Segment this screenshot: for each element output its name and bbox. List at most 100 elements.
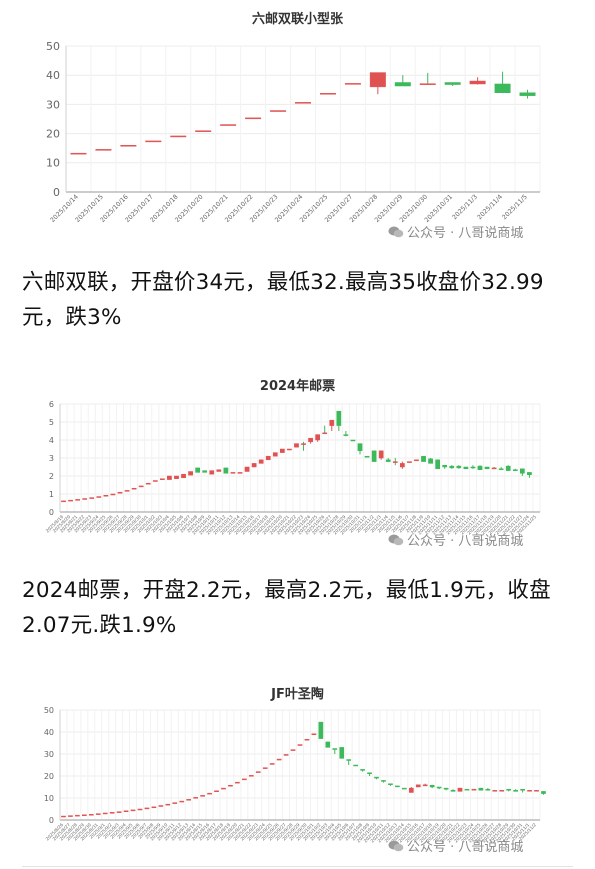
y-tick-label: 6	[49, 400, 54, 409]
candle-body	[179, 800, 185, 803]
watermark-text: 公众号 · 八哥说商城	[407, 534, 524, 549]
candle	[117, 491, 123, 494]
candle-body	[202, 470, 208, 473]
candle	[116, 811, 122, 813]
candle-body	[223, 467, 229, 474]
candle	[369, 72, 386, 95]
candle	[498, 467, 504, 471]
candle	[68, 499, 73, 502]
candle	[534, 790, 539, 792]
candle-body	[193, 797, 198, 799]
candle	[527, 472, 532, 478]
divider	[22, 866, 573, 867]
candle-body	[251, 463, 257, 468]
candle-body	[450, 790, 456, 792]
candle-body	[477, 465, 483, 470]
candle	[272, 452, 278, 457]
candle	[527, 790, 532, 792]
candle-body	[428, 458, 433, 464]
candle	[470, 465, 476, 469]
wechat-icon	[388, 534, 404, 546]
candle-body	[188, 471, 193, 476]
candle	[350, 439, 356, 442]
candle-body	[195, 467, 201, 473]
candle	[287, 448, 292, 451]
candle-body	[378, 450, 384, 459]
candle	[463, 466, 469, 470]
watermark: 公众号 · 八哥说商城	[388, 836, 523, 855]
candle	[248, 775, 254, 777]
candle	[414, 459, 419, 462]
candle-body	[369, 72, 386, 88]
candle	[311, 733, 317, 736]
candle-body	[170, 135, 187, 138]
candle-body	[435, 459, 441, 470]
candle	[456, 465, 462, 469]
candle	[429, 784, 435, 789]
candle	[209, 470, 215, 475]
candle-body	[68, 815, 73, 817]
candle-body	[82, 498, 88, 500]
candle	[357, 443, 363, 455]
candle-body	[520, 788, 525, 791]
candle-body	[200, 795, 205, 797]
candle	[419, 72, 436, 85]
candle-body	[96, 496, 102, 498]
candle-body	[258, 459, 264, 464]
candle	[61, 815, 66, 818]
candle	[318, 721, 324, 739]
candle	[167, 475, 172, 480]
candle	[200, 795, 205, 797]
candle-body	[443, 787, 449, 790]
candle-body	[519, 468, 525, 474]
candle	[109, 812, 115, 814]
candle	[123, 810, 129, 813]
candle-body	[339, 747, 345, 759]
candle-body	[407, 461, 412, 463]
candle-body	[195, 130, 212, 132]
candle-body	[506, 788, 512, 791]
candle	[61, 500, 66, 503]
y-tick-label: 40	[44, 728, 54, 737]
candle	[485, 788, 491, 791]
candle-body	[494, 83, 511, 93]
candle	[265, 455, 271, 461]
watermark: 公众号 · 八哥说商城	[388, 222, 523, 241]
candle	[301, 441, 306, 451]
candle-body	[367, 772, 372, 774]
candle-body	[332, 748, 338, 750]
candle-body	[469, 80, 486, 85]
candle	[492, 790, 498, 792]
candle	[181, 473, 186, 479]
candle-body	[414, 459, 419, 462]
candle-body	[318, 721, 324, 739]
candle-body	[308, 437, 313, 443]
candle	[214, 790, 219, 792]
candle	[541, 791, 546, 795]
candle	[145, 140, 162, 143]
candle-body	[174, 475, 179, 479]
candle	[220, 124, 237, 126]
candle	[124, 490, 130, 492]
caption-liuyou: 六邮双联，开盘价34元，最低32.最高35收盘价32.99元，跌3%	[22, 270, 544, 330]
candle-body	[167, 475, 172, 480]
candle-body	[534, 790, 539, 792]
candle-body	[207, 792, 212, 795]
candle	[159, 478, 165, 480]
candle	[235, 781, 240, 784]
candle	[336, 410, 342, 431]
candle	[394, 75, 411, 87]
candle-body	[102, 812, 108, 815]
candle-body	[311, 733, 317, 736]
candle-body	[464, 788, 470, 791]
candle-body	[498, 468, 504, 471]
candle-body	[68, 499, 73, 502]
candle-body	[353, 764, 358, 767]
candle	[75, 814, 80, 817]
y-tick-label: 50	[44, 706, 54, 715]
candle-body	[478, 787, 484, 791]
candle	[407, 461, 412, 463]
candle	[151, 806, 157, 809]
candle	[207, 792, 212, 795]
candle-body	[388, 783, 393, 785]
